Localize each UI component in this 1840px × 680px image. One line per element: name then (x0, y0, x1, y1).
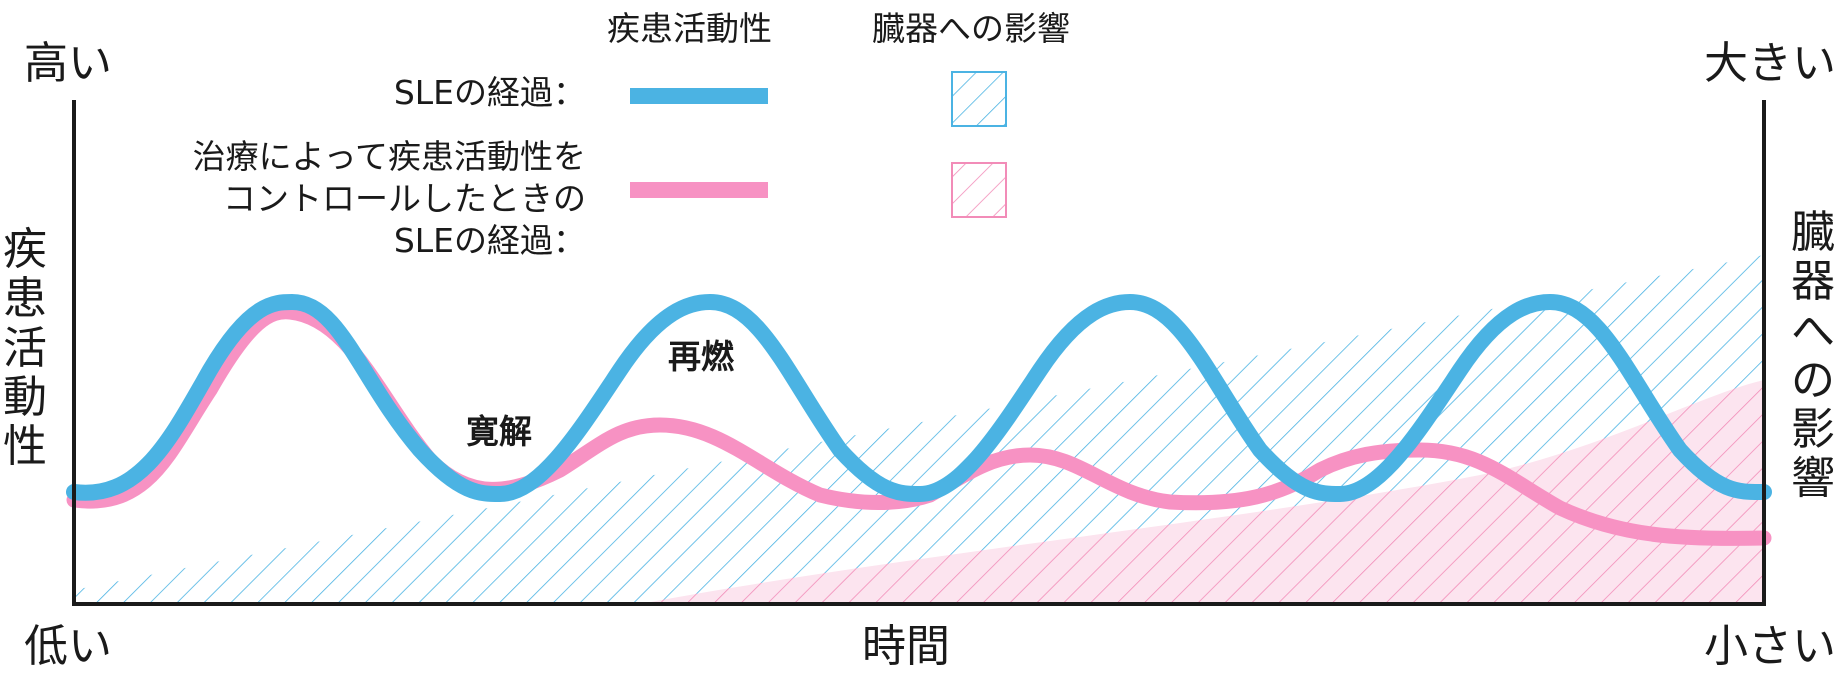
x-axis-label: 時間 (862, 621, 950, 672)
left-axis-low-label: 低い (24, 621, 112, 672)
legend-blue-hatch-swatch (951, 71, 1007, 127)
legend-label-treated-line2: コントロールしたときの (223, 179, 586, 218)
legend-label-sle-course: SLEの経過： (393, 73, 586, 112)
legend-header-organ-impact: 臓器への影響 (872, 9, 1070, 48)
left-axis-high-label: 高い (24, 38, 112, 89)
right-axis-title: 臓 器 へ の 影 響 (1791, 207, 1835, 505)
treated-disease-activity-line (66, 304, 1772, 546)
organ-impact-area-treated (640, 380, 1764, 604)
sle-disease-activity-line (66, 293, 1772, 503)
flare-label: 再燃 (668, 337, 734, 376)
legend-header-disease-activity: 疾患活動性 (607, 9, 772, 48)
left-axis-title: 疾 患 活 動 性 (3, 224, 47, 473)
remission-label: 寛解 (466, 412, 532, 451)
legend-label-treated-line3: SLEの経過： (393, 221, 586, 260)
right-axis-small-label: 小さい (1704, 621, 1836, 672)
legend-label-treated-line1: 治療によって疾患活動性を (192, 137, 586, 176)
right-axis-large-label: 大きい (1704, 38, 1836, 89)
legend-pink-hatch-swatch (951, 162, 1007, 218)
